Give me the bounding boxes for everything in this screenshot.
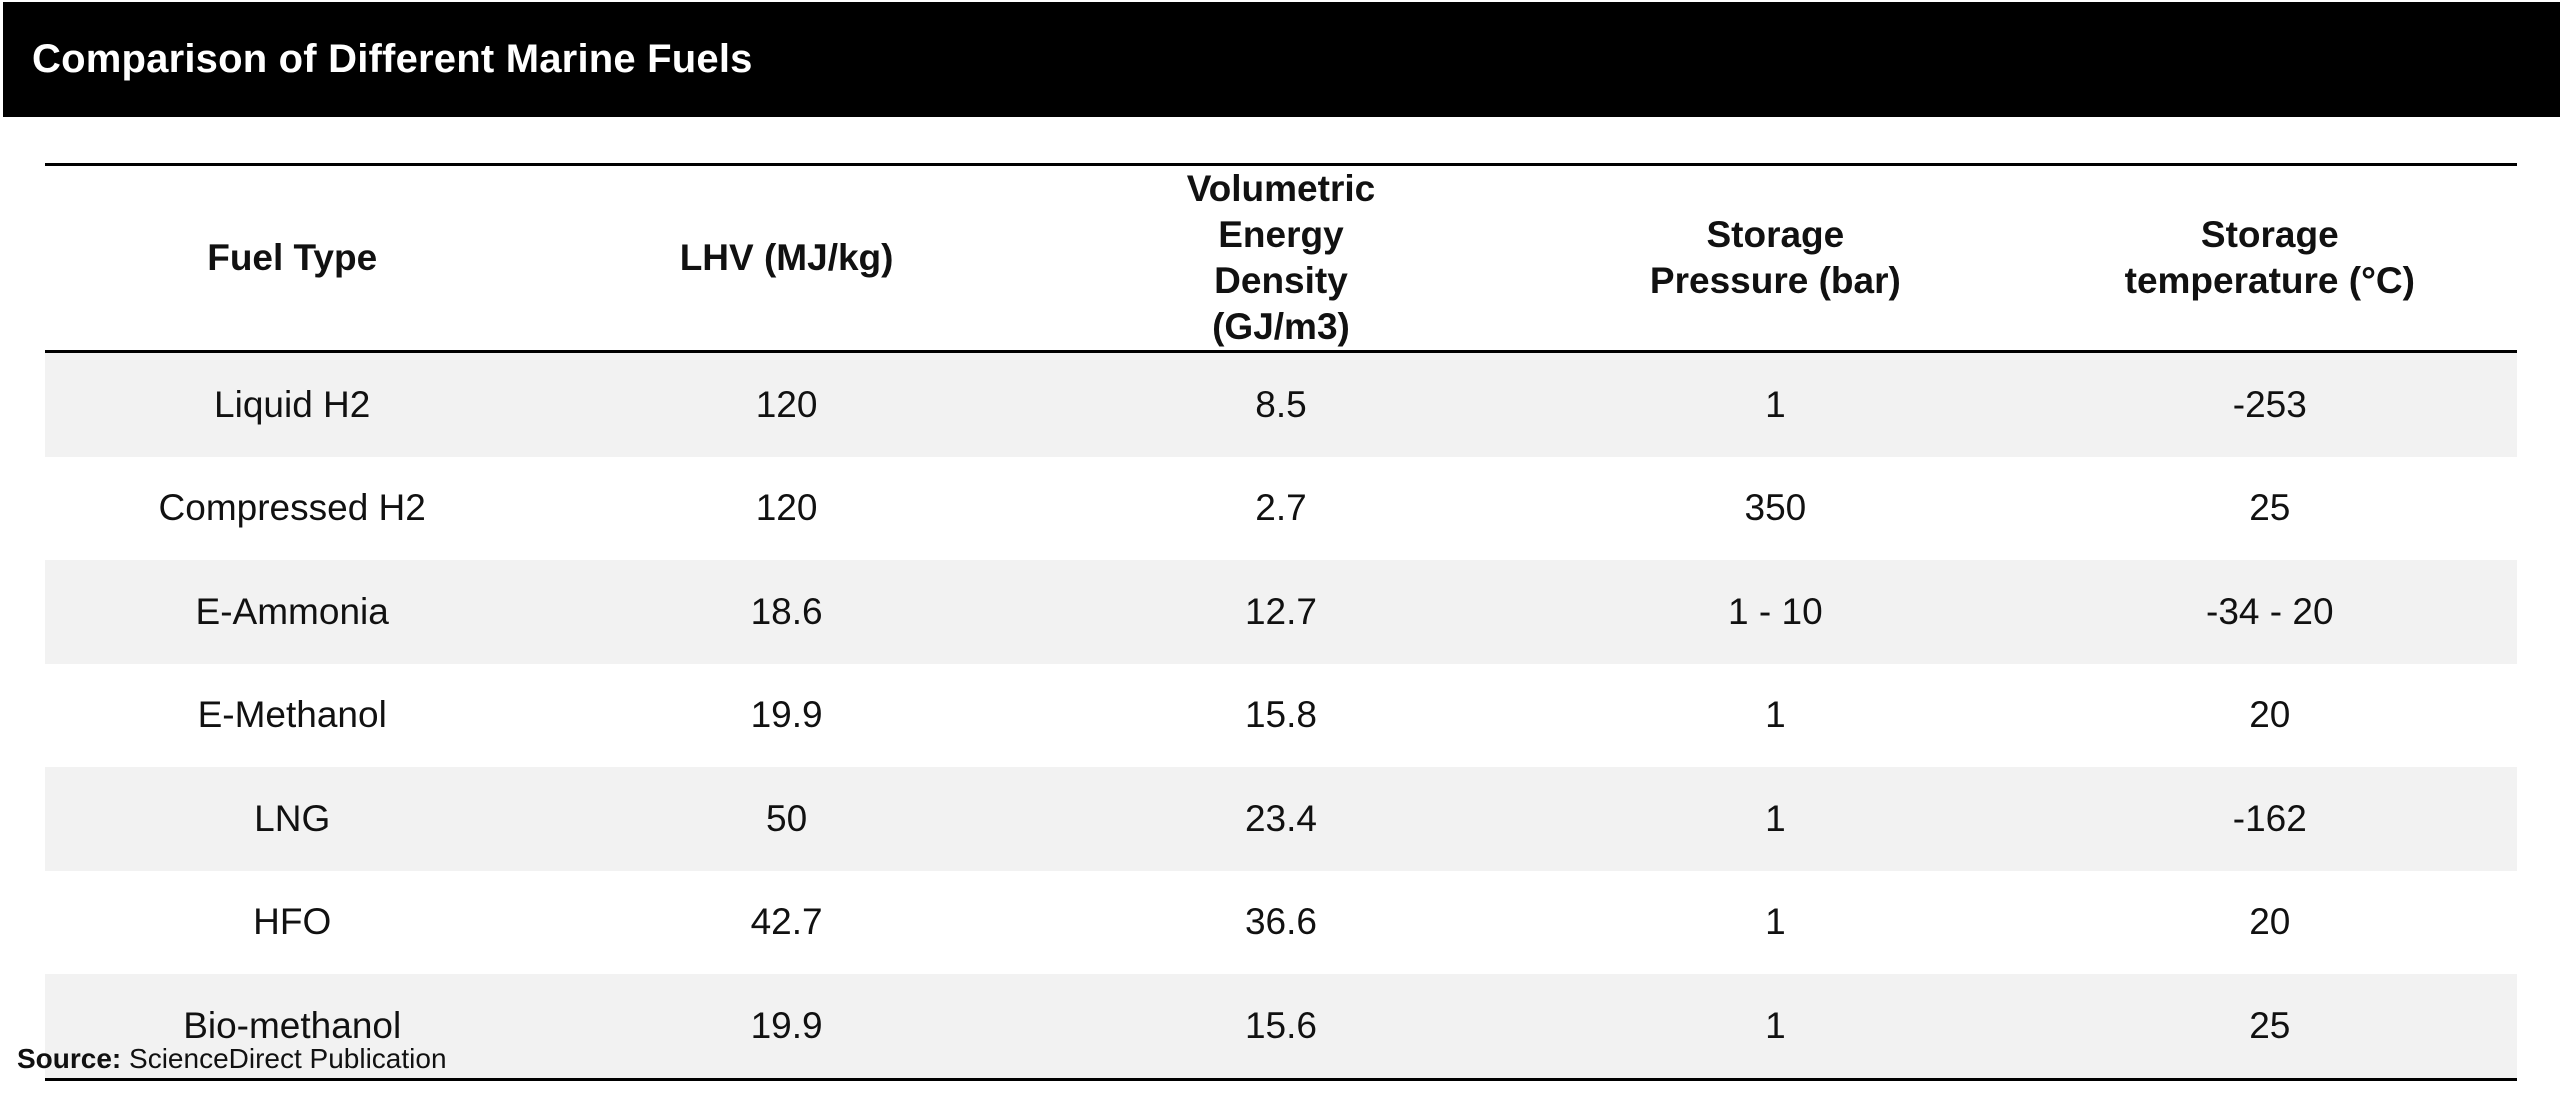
cell-volumetric-energy-density: 15.6 [1033, 974, 1529, 1081]
page-title: Comparison of Different Marine Fuels [32, 37, 753, 81]
table-row: HFO 42.7 36.6 1 20 [45, 871, 2517, 975]
table-row: Bio-methanol 19.9 15.6 1 25 [45, 974, 2517, 1081]
cell-volumetric-energy-density: 12.7 [1033, 560, 1529, 664]
header-storage-temperature: Storage temperature (°C) [2022, 163, 2517, 353]
table-header-row: Fuel Type LHV (MJ/kg) Volumetric Energy … [45, 163, 2517, 353]
cell-storage-temperature: 25 [2022, 974, 2517, 1081]
cell-storage-temperature: -34 - 20 [2022, 560, 2517, 664]
cell-volumetric-energy-density: 36.6 [1244, 901, 1317, 943]
cell-storage-temperature: -162 [2022, 767, 2517, 871]
table-row: Compressed H2 120 2.7 350 25 [45, 457, 2517, 561]
cell-lhv: 42.7 [750, 901, 823, 943]
table-container: Fuel Type LHV (MJ/kg) Volumetric Energy … [45, 163, 2517, 1081]
cell-fuel-type: Bio-methanol [45, 974, 540, 1081]
cell-lhv: 50 [539, 767, 1034, 871]
source-note: Source: ScienceDirect Publication [17, 1043, 447, 1075]
table-row: LNG 50 23.4 1 -162 [45, 767, 2517, 871]
source-text: ScienceDirect Publication [129, 1043, 447, 1074]
cell-storage-pressure: 1 [1528, 767, 2023, 871]
table-row: Liquid H2 120 8.5 1 -253 [45, 351, 2517, 457]
cell-storage-pressure: 1 [1528, 974, 2023, 1081]
header-fuel-type: Fuel Type [45, 163, 540, 353]
cell-storage-pressure: 1 [1765, 694, 1786, 736]
cell-volumetric-energy-density: 23.4 [1033, 767, 1529, 871]
cell-storage-temperature: 25 [2249, 487, 2291, 529]
source-label: Source: [17, 1043, 122, 1074]
cell-storage-pressure: 350 [1744, 487, 1807, 529]
cell-lhv: 19.9 [539, 974, 1034, 1081]
table-row: E-Ammonia 18.6 12.7 1 - 10 -34 - 20 [45, 560, 2517, 664]
cell-volumetric-energy-density: 8.5 [1033, 351, 1529, 457]
cell-storage-temperature: 20 [2249, 694, 2291, 736]
cell-lhv: 120 [755, 487, 818, 529]
table-row: E-Methanol 19.9 15.8 1 20 [45, 664, 2517, 768]
cell-storage-temperature: -253 [2022, 351, 2517, 457]
cell-fuel-type: Liquid H2 [45, 351, 540, 457]
cell-storage-pressure: 1 [1528, 351, 2023, 457]
cell-volumetric-energy-density: 15.8 [1244, 694, 1317, 736]
cell-lhv: 18.6 [539, 560, 1034, 664]
header-storage-pressure: Storage Pressure (bar) [1528, 163, 2023, 353]
title-bar: Comparison of Different Marine Fuels [3, 2, 2560, 117]
header-volumetric-energy-density: Volumetric Energy Density (GJ/m3) [1033, 163, 1529, 353]
cell-storage-pressure: 1 - 10 [1528, 560, 2023, 664]
cell-lhv: 120 [539, 351, 1034, 457]
cell-fuel-type: HFO [253, 901, 332, 943]
cell-fuel-type: Compressed H2 [158, 487, 426, 529]
fuel-comparison-table: Fuel Type LHV (MJ/kg) Volumetric Energy … [45, 163, 2517, 1081]
cell-lhv: 19.9 [750, 694, 823, 736]
cell-fuel-type: E-Ammonia [45, 560, 540, 664]
cell-fuel-type: LNG [45, 767, 540, 871]
cell-storage-temperature: 20 [2249, 901, 2291, 943]
cell-volumetric-energy-density: 2.7 [1255, 487, 1307, 529]
cell-storage-pressure: 1 [1765, 901, 1786, 943]
header-lhv: LHV (MJ/kg) [539, 163, 1034, 353]
cell-fuel-type: E-Methanol [197, 694, 387, 736]
